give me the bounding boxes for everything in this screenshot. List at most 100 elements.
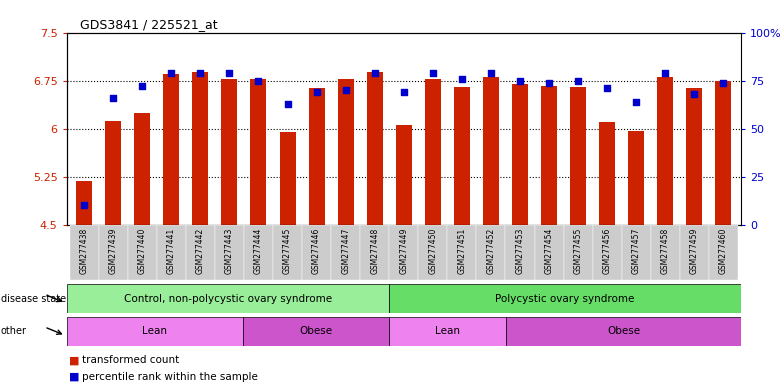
Text: GSM277445: GSM277445: [283, 227, 292, 274]
Text: GSM277453: GSM277453: [516, 227, 524, 274]
Bar: [389, 284, 741, 313]
Point: [223, 70, 236, 76]
Text: GSM277440: GSM277440: [138, 227, 147, 274]
Point: [543, 79, 555, 86]
Bar: [367, 72, 383, 225]
Bar: [541, 86, 557, 225]
Point: [601, 85, 613, 91]
Bar: [628, 131, 644, 225]
Bar: [680, 225, 709, 280]
Bar: [686, 88, 702, 225]
Point: [514, 78, 526, 84]
Bar: [221, 79, 238, 225]
Text: Obese: Obese: [607, 326, 641, 336]
Bar: [157, 225, 186, 280]
Bar: [593, 225, 622, 280]
Point: [78, 202, 90, 209]
Point: [485, 70, 497, 76]
Text: Lean: Lean: [435, 326, 460, 336]
Text: GSM277450: GSM277450: [428, 227, 437, 274]
Text: GSM277449: GSM277449: [399, 227, 408, 274]
Point: [630, 99, 643, 105]
Bar: [389, 225, 419, 280]
Point: [717, 79, 730, 86]
Text: ■: ■: [69, 355, 79, 365]
Bar: [250, 79, 267, 225]
Bar: [128, 225, 157, 280]
Bar: [448, 225, 477, 280]
Point: [397, 89, 410, 95]
Text: other: other: [1, 326, 27, 336]
Text: GSM277439: GSM277439: [109, 227, 118, 274]
Bar: [192, 72, 209, 225]
Text: Lean: Lean: [142, 326, 167, 336]
Bar: [506, 225, 535, 280]
Bar: [99, 225, 128, 280]
Bar: [186, 225, 215, 280]
Text: GSM277446: GSM277446: [312, 227, 321, 274]
Bar: [506, 317, 741, 346]
Point: [659, 70, 672, 76]
Text: GSM277456: GSM277456: [603, 227, 612, 274]
Text: GSM277451: GSM277451: [457, 227, 466, 274]
Bar: [273, 225, 302, 280]
Bar: [396, 126, 412, 225]
Bar: [67, 284, 389, 313]
Point: [107, 95, 119, 101]
Text: GSM277458: GSM277458: [661, 227, 670, 274]
Point: [339, 87, 352, 93]
Bar: [483, 78, 499, 225]
Bar: [309, 88, 325, 225]
Bar: [657, 78, 673, 225]
Text: GSM277438: GSM277438: [80, 227, 89, 274]
Bar: [599, 122, 615, 225]
Text: Obese: Obese: [299, 326, 332, 336]
Text: GSM277443: GSM277443: [225, 227, 234, 274]
Point: [252, 78, 265, 84]
Text: Control, non-polycystic ovary syndrome: Control, non-polycystic ovary syndrome: [124, 293, 332, 304]
Text: GSM277457: GSM277457: [632, 227, 641, 274]
Bar: [622, 225, 651, 280]
Bar: [105, 121, 122, 225]
Bar: [716, 81, 731, 225]
Bar: [651, 225, 680, 280]
Bar: [280, 132, 296, 225]
Text: GSM277455: GSM277455: [574, 227, 583, 274]
Bar: [331, 225, 360, 280]
Bar: [360, 225, 389, 280]
Bar: [338, 79, 354, 225]
Bar: [244, 225, 273, 280]
Text: GDS3841 / 225521_at: GDS3841 / 225521_at: [80, 18, 218, 31]
Bar: [709, 225, 738, 280]
Bar: [302, 225, 331, 280]
Bar: [419, 225, 448, 280]
Text: Polycystic ovary syndrome: Polycystic ovary syndrome: [495, 293, 635, 304]
Point: [310, 89, 323, 95]
Bar: [389, 317, 506, 346]
Bar: [215, 225, 244, 280]
Point: [194, 70, 207, 76]
Bar: [570, 87, 586, 225]
Text: GSM277448: GSM277448: [370, 227, 379, 274]
Text: transformed count: transformed count: [82, 355, 180, 365]
Bar: [564, 225, 593, 280]
Bar: [477, 225, 506, 280]
Point: [165, 70, 177, 76]
Text: GSM277452: GSM277452: [486, 227, 495, 274]
Bar: [512, 84, 528, 225]
Bar: [76, 181, 92, 225]
Point: [572, 78, 584, 84]
Text: GSM277460: GSM277460: [719, 227, 728, 274]
Text: GSM277454: GSM277454: [545, 227, 554, 274]
Text: ■: ■: [69, 372, 79, 382]
Bar: [454, 87, 470, 225]
Bar: [134, 113, 151, 225]
Text: disease state: disease state: [1, 293, 66, 304]
Bar: [242, 317, 389, 346]
Point: [456, 76, 468, 82]
Bar: [70, 225, 99, 280]
Text: GSM277447: GSM277447: [341, 227, 350, 274]
Text: GSM277441: GSM277441: [167, 227, 176, 274]
Point: [368, 70, 381, 76]
Text: GSM277444: GSM277444: [254, 227, 263, 274]
